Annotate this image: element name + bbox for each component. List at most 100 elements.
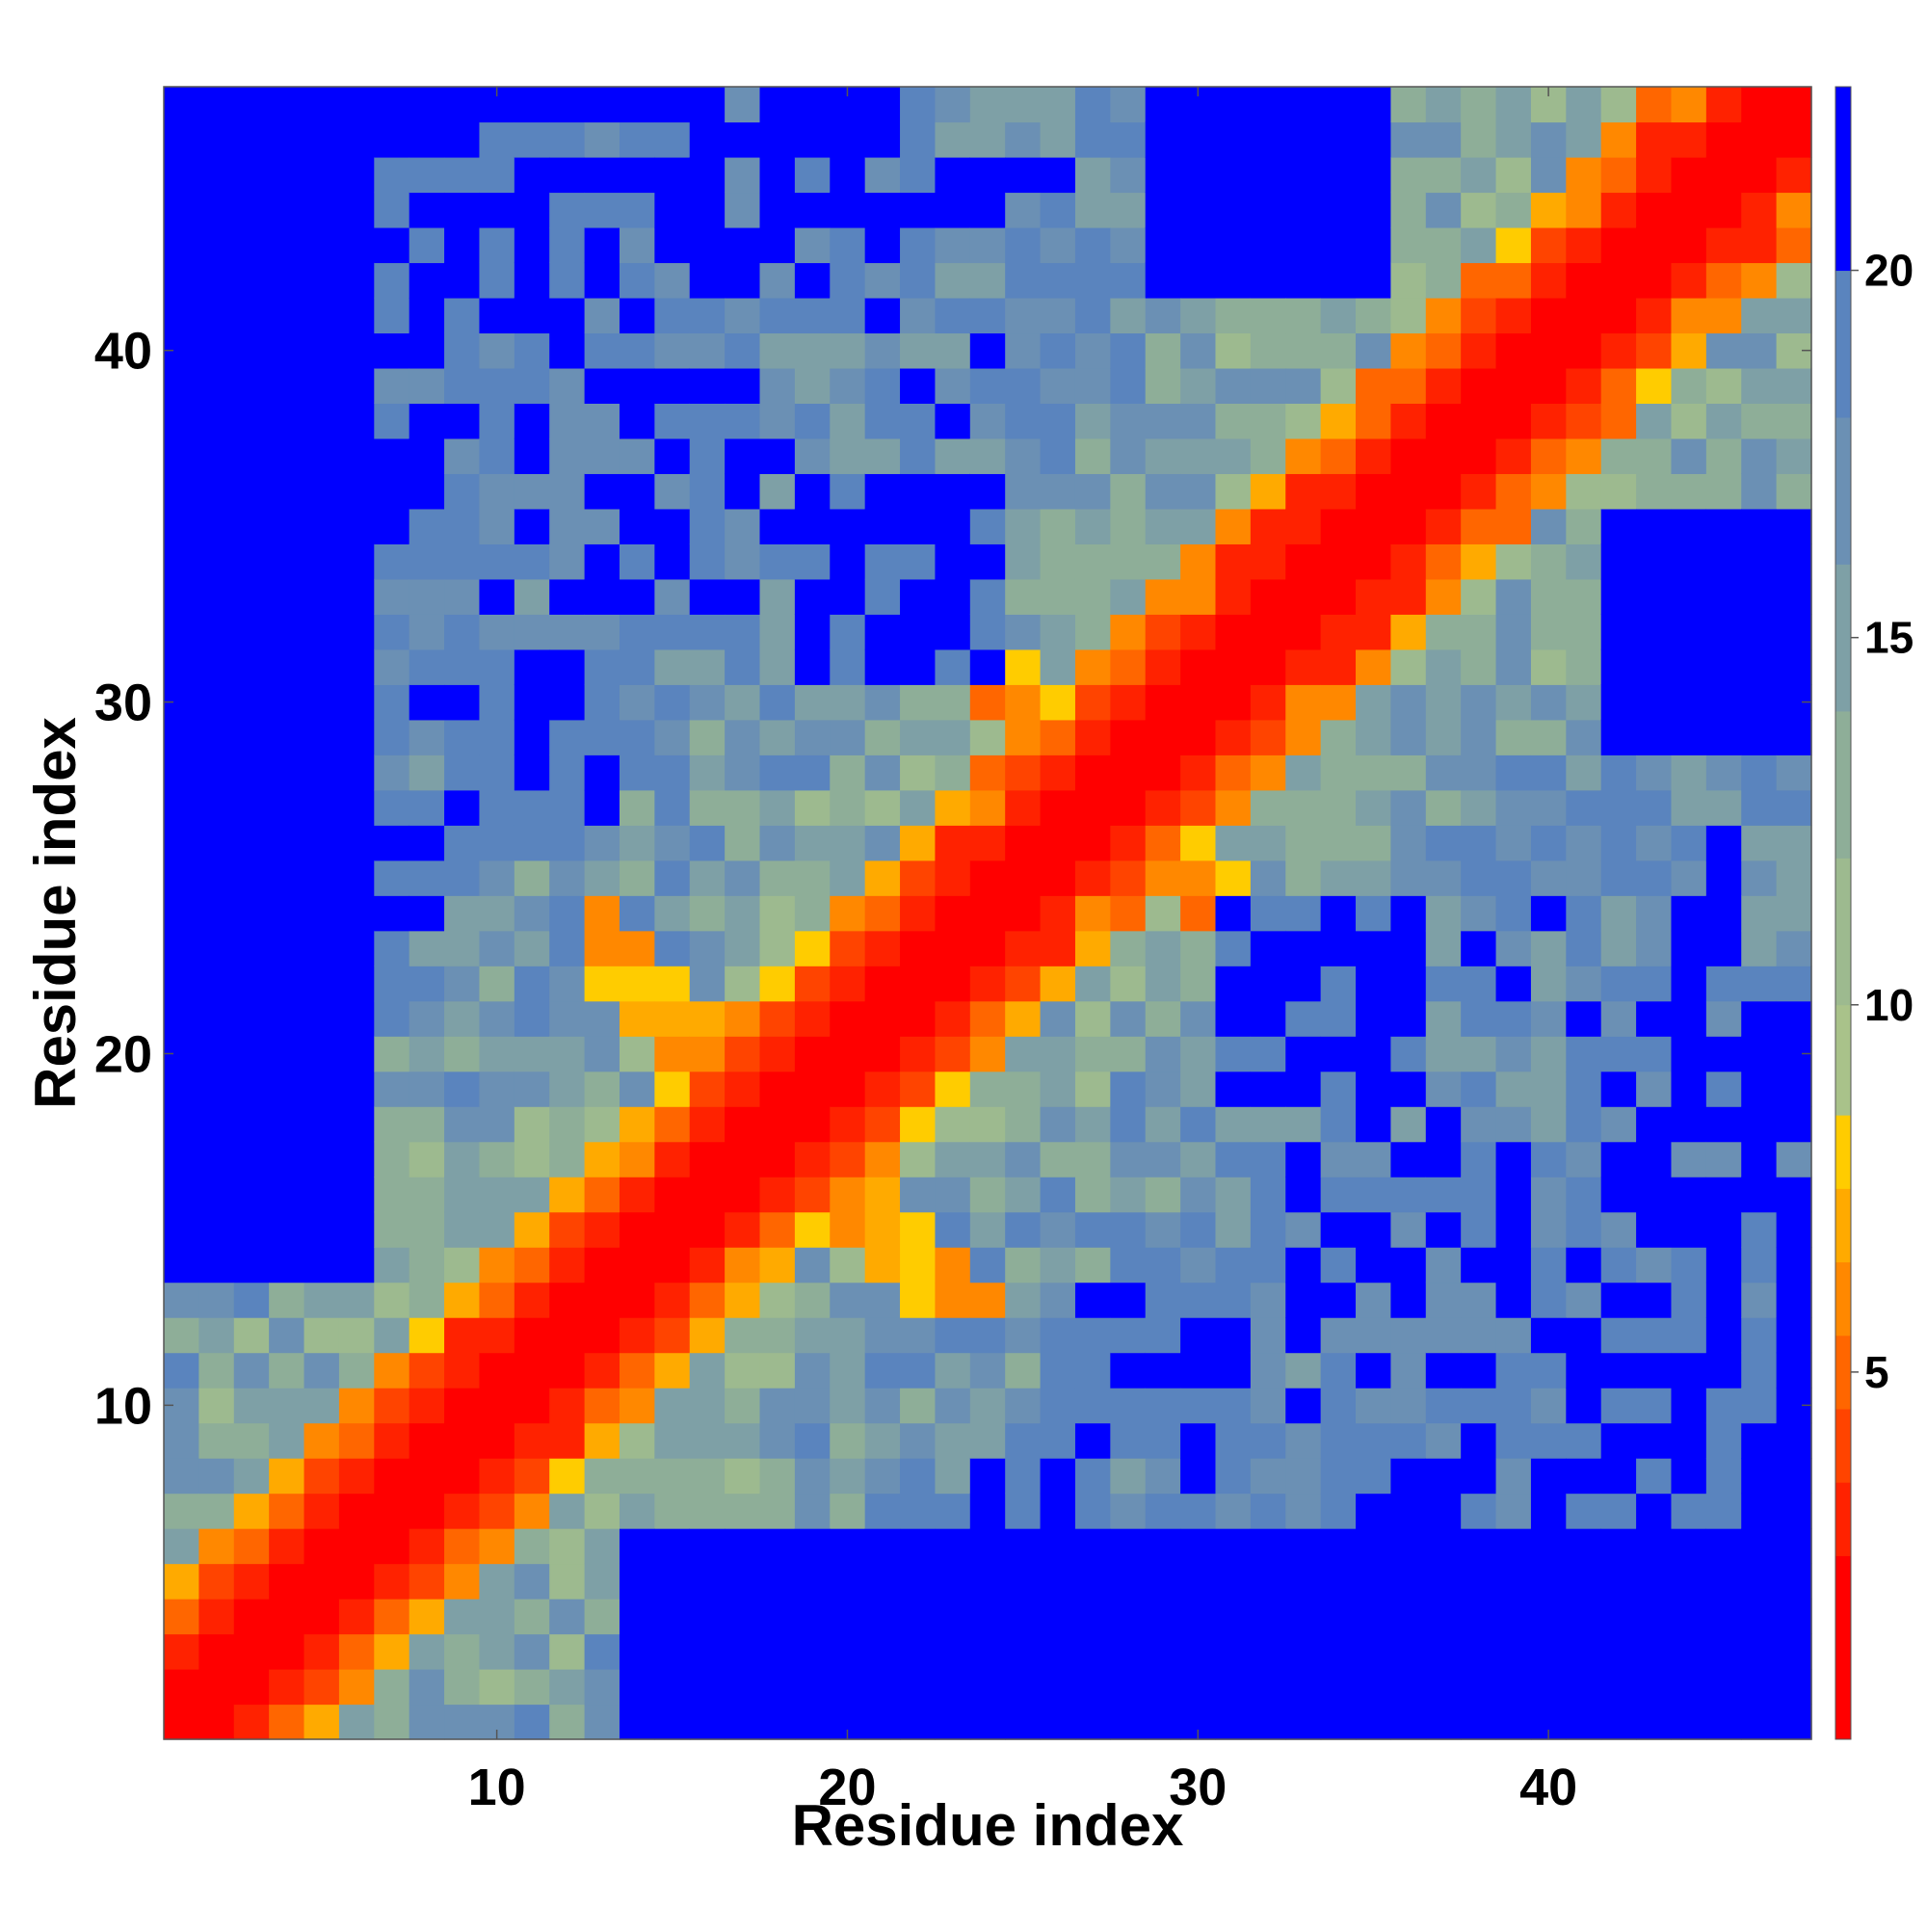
heatmap-cell	[619, 508, 655, 544]
heatmap-cell	[900, 684, 937, 721]
heatmap-cell	[1215, 754, 1252, 791]
heatmap-cell	[1705, 1211, 1742, 1248]
heatmap-cell	[1074, 192, 1111, 228]
heatmap-cell	[1356, 1528, 1391, 1565]
heatmap-cell	[233, 543, 270, 580]
heatmap-cell	[1566, 156, 1602, 194]
heatmap-cell	[338, 437, 375, 474]
heatmap-cell	[1600, 1141, 1637, 1178]
heatmap-cell	[269, 754, 305, 791]
heatmap-cell	[338, 1352, 375, 1389]
heatmap-cell	[1250, 262, 1286, 299]
heatmap-cell	[864, 578, 901, 615]
heatmap-cell	[864, 895, 901, 932]
heatmap-cell	[969, 156, 1006, 194]
heatmap-cell	[1776, 719, 1812, 755]
heatmap-cell	[1390, 1000, 1427, 1037]
heatmap-cell	[269, 1211, 305, 1248]
heatmap-cell	[1180, 1247, 1217, 1284]
heatmap-cell	[514, 121, 550, 158]
heatmap-cell	[584, 473, 620, 510]
heatmap-cell	[164, 367, 199, 404]
heatmap-cell	[374, 473, 410, 510]
heatmap-cell	[1776, 1071, 1812, 1107]
heatmap-cell	[1215, 403, 1252, 439]
heatmap-cell	[1705, 473, 1742, 510]
heatmap-cell	[1250, 437, 1286, 474]
heatmap-cell	[1530, 930, 1567, 966]
heatmap-cell	[1636, 1352, 1673, 1389]
heatmap-cell	[269, 648, 305, 685]
heatmap-cell	[654, 825, 691, 861]
heatmap-cell	[1425, 1352, 1462, 1389]
heatmap-cell	[1005, 1563, 1042, 1600]
heatmap-cell	[619, 437, 655, 474]
heatmap-cell	[969, 684, 1006, 721]
heatmap-cell	[969, 1177, 1006, 1213]
heatmap-cell	[619, 192, 655, 228]
heatmap-cell	[514, 966, 550, 1002]
heatmap-cell	[1356, 1458, 1391, 1495]
heatmap-cell	[584, 367, 620, 404]
heatmap-cell	[1671, 1599, 1707, 1635]
heatmap-cell	[198, 684, 235, 721]
heatmap-cell	[1671, 930, 1707, 966]
heatmap-cell	[584, 895, 620, 932]
heatmap-cell	[1530, 1422, 1567, 1459]
heatmap-cell	[374, 1282, 410, 1318]
heatmap-cell	[304, 1704, 340, 1740]
heatmap-cell	[935, 543, 971, 580]
heatmap-cell	[1074, 1317, 1111, 1354]
heatmap-cell	[233, 403, 270, 439]
heatmap-cell	[1705, 1704, 1742, 1740]
heatmap-cell	[1776, 87, 1812, 123]
heatmap-cell	[198, 789, 235, 826]
heatmap-cell	[338, 1282, 375, 1318]
heatmap-cell	[725, 121, 761, 158]
heatmap-cell	[374, 87, 410, 123]
heatmap-cell	[1390, 1352, 1427, 1389]
heatmap-cell	[1741, 543, 1778, 580]
heatmap-cell	[1180, 754, 1217, 791]
heatmap-cell	[1776, 1247, 1812, 1284]
heatmap-cell	[1145, 1071, 1181, 1107]
heatmap-cell	[1461, 403, 1497, 439]
heatmap-cell	[1705, 1141, 1742, 1178]
heatmap-cell	[304, 367, 340, 404]
heatmap-cell	[1110, 156, 1147, 194]
heatmap-cell	[794, 437, 831, 474]
heatmap-cell	[1530, 1141, 1567, 1178]
heatmap-cell	[654, 543, 691, 580]
heatmap-cell	[164, 473, 199, 510]
heatmap-cell	[1741, 1528, 1778, 1565]
heatmap-cell	[1636, 87, 1673, 123]
heatmap-cell	[864, 1563, 901, 1600]
heatmap-cell	[233, 966, 270, 1002]
heatmap-cell	[830, 614, 866, 650]
heatmap-cell	[1005, 473, 1042, 510]
heatmap-cell	[1566, 297, 1602, 334]
heatmap-cell	[1250, 1528, 1286, 1565]
heatmap-cell	[1040, 1282, 1076, 1318]
heatmap-cell	[1636, 437, 1673, 474]
heatmap-cell	[269, 1458, 305, 1495]
heatmap-cell	[1461, 543, 1497, 580]
heatmap-cell	[374, 684, 410, 721]
heatmap-cell	[1110, 719, 1147, 755]
heatmap-cell	[1671, 966, 1707, 1002]
heatmap-cell	[689, 1633, 726, 1670]
heatmap-cell	[689, 367, 726, 404]
heatmap-cell	[935, 1282, 971, 1318]
heatmap-cell	[864, 226, 901, 264]
heatmap-cell	[269, 437, 305, 474]
heatmap-cell	[1040, 1422, 1076, 1459]
heatmap-cell	[1285, 648, 1322, 685]
heatmap-cell	[830, 403, 866, 439]
heatmap-cell	[338, 226, 375, 264]
heatmap-cell	[1671, 860, 1707, 896]
heatmap-cell	[584, 297, 620, 334]
heatmap-cell	[164, 437, 199, 474]
heatmap-cell	[1495, 895, 1532, 932]
heatmap-cell	[794, 930, 831, 966]
heatmap-cell	[864, 437, 901, 474]
